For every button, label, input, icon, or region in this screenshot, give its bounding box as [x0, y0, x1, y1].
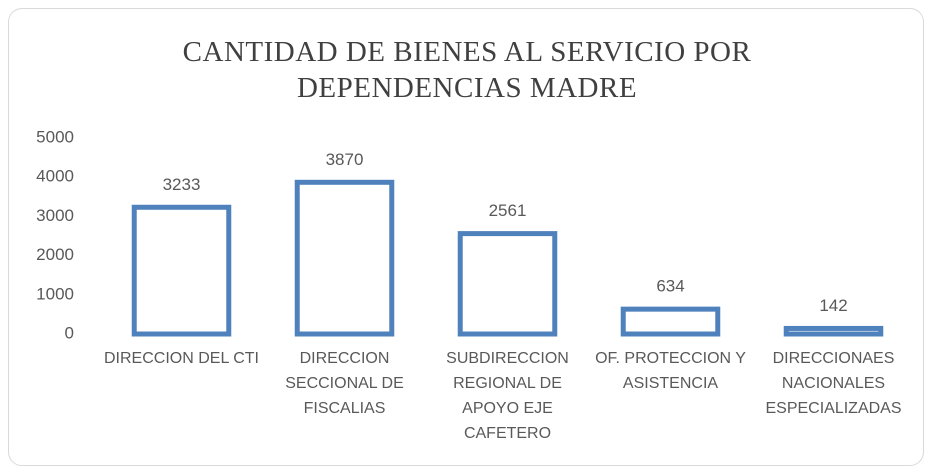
y-tick-label: 4000 — [36, 167, 74, 186]
y-tick-label: 2000 — [36, 245, 74, 264]
chart-title: CANTIDAD DE BIENES AL SERVICIO POR DEPEN… — [182, 36, 752, 104]
data-label: 142 — [819, 296, 847, 315]
bar — [131, 204, 232, 337]
chart-frame — [8, 8, 924, 466]
y-tick-label: 3000 — [36, 206, 74, 225]
data-label: 3233 — [163, 175, 201, 194]
data-label: 2561 — [489, 201, 527, 220]
x-tick-label: OF. PROTECCION Y ASISTENCIA — [595, 350, 746, 392]
data-label: 634 — [656, 277, 684, 296]
bar — [457, 231, 558, 337]
bar — [620, 306, 721, 337]
x-tick-label: DIRECCIONAES NACIONALES ESPECIALIZADAS — [765, 350, 902, 417]
y-tick-label: 1000 — [36, 284, 74, 303]
x-tick-label: DIRECCION SECCIONAL DE FISCALIAS — [285, 350, 404, 417]
bar — [783, 325, 884, 337]
x-tick-label: SUBDIRECCION REGIONAL DE APOYO EJE CAFET… — [446, 350, 569, 442]
data-label: 3870 — [326, 150, 364, 169]
x-tick-label: DIRECCION DEL CTI — [104, 350, 259, 367]
y-tick-label: 0 — [65, 323, 74, 342]
y-tick-label: 5000 — [36, 127, 74, 146]
bar — [294, 179, 395, 337]
